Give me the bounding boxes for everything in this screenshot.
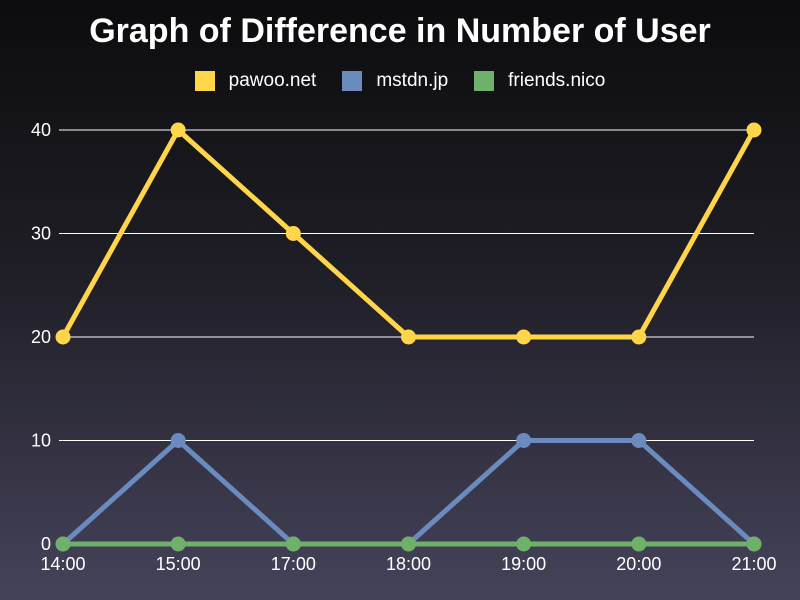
y-tick-label: 30 (31, 224, 51, 244)
x-tick-label: 20:00 (616, 554, 661, 574)
data-point-mstdn-jp (516, 433, 532, 448)
data-point-pawoo-net (55, 329, 71, 345)
x-tick-label: 21:00 (731, 554, 776, 574)
x-tick-label: 19:00 (501, 554, 546, 574)
data-point-friends-nico (746, 536, 762, 552)
legend-swatch (342, 71, 363, 91)
legend-label: friends.nico (508, 70, 606, 91)
data-point-friends-nico (516, 536, 532, 552)
legend-label: mstdn.jp (376, 70, 449, 91)
data-point-pawoo-net (516, 329, 532, 345)
legend-swatch (474, 71, 495, 91)
legend-item-pawoo-net: pawoo.net (194, 70, 317, 92)
legend-item-friends-nico: friends.nico (474, 70, 605, 92)
legend-item-mstdn-jp: mstdn.jp (342, 70, 448, 92)
y-tick-label: 0 (41, 534, 51, 554)
chart-title: Graph of Difference in Number of User (89, 12, 711, 50)
data-point-pawoo-net (631, 329, 647, 345)
data-point-mstdn-jp (631, 433, 647, 448)
data-point-pawoo-net (170, 122, 186, 138)
data-point-friends-nico (401, 536, 416, 552)
y-tick-label: 20 (31, 327, 51, 347)
y-tick-label: 10 (31, 431, 51, 451)
x-tick-label: 14:00 (40, 554, 85, 574)
legend-label: pawoo.net (228, 70, 317, 91)
y-tick-label: 40 (31, 120, 51, 140)
data-point-friends-nico (631, 536, 647, 552)
legend-swatch (194, 71, 215, 91)
x-tick-label: 15:00 (156, 554, 201, 574)
data-point-friends-nico (55, 536, 71, 552)
data-point-pawoo-net (285, 226, 301, 241)
data-point-friends-nico (170, 536, 186, 552)
x-tick-label: 17:00 (271, 554, 316, 574)
data-point-pawoo-net (746, 122, 762, 138)
legend: pawoo.net mstdn.jp friends.nico (0, 70, 800, 92)
data-point-mstdn-jp (170, 433, 186, 448)
data-point-pawoo-net (401, 329, 416, 345)
x-tick-label: 18:00 (386, 554, 431, 574)
series-line-mstdn-jp (60, 438, 757, 547)
data-point-friends-nico (285, 536, 301, 552)
